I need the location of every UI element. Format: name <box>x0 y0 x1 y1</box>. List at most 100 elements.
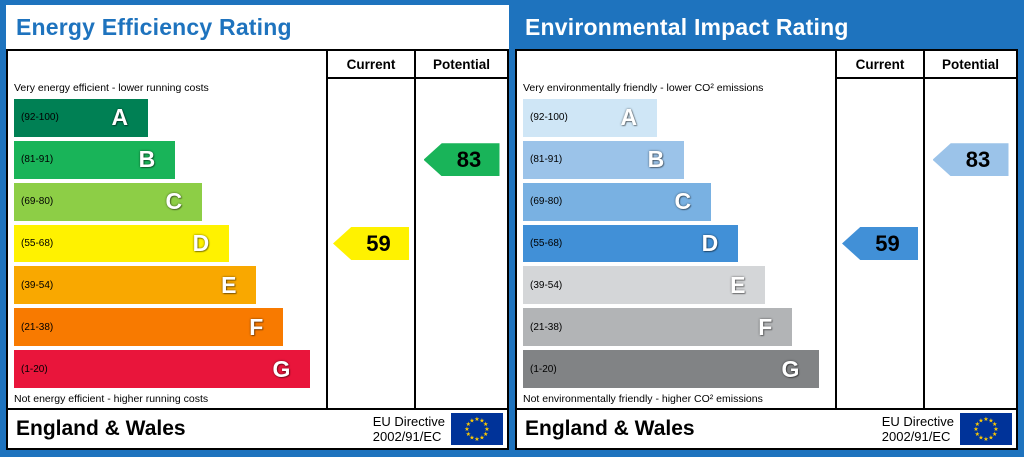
svg-text:★: ★ <box>973 426 978 433</box>
band-letter: B <box>647 146 665 173</box>
environmental-band-c: (69-80) C <box>523 182 712 221</box>
potential-column-header: Potential <box>416 51 507 79</box>
svg-text:★: ★ <box>993 426 998 433</box>
current-column-header: Current <box>328 51 414 79</box>
svg-text:★: ★ <box>474 436 479 443</box>
band-range-label: (81-91) <box>21 154 54 166</box>
energy-band-b: (81-91) B <box>14 140 176 179</box>
svg-text:★: ★ <box>983 436 988 443</box>
eu-flag: ★ ★★★★★★★★★★★ <box>960 413 1012 445</box>
energy-band-f: (21-38) F <box>14 308 284 347</box>
energy-band-g: (1-20) G <box>14 350 311 389</box>
band-row: (39-54) E <box>14 264 326 306</box>
svg-text:★: ★ <box>474 416 479 423</box>
environmental-band-g: (1-20) G <box>523 350 820 389</box>
eu-directive-line2: 2002/91/EC <box>372 429 442 444</box>
eu-directive-label: EU Directive 2002/91/EC <box>373 414 451 445</box>
band-row: (1-20) G <box>14 348 326 390</box>
environmental-band-e: (39-54) E <box>523 266 766 305</box>
energy-band-c: (69-80) C <box>14 182 203 221</box>
band-row: (69-80) C <box>14 181 326 223</box>
current-column-header: Current <box>837 51 923 79</box>
environmental-current-value: 59 <box>875 230 900 256</box>
environmental-rating-chart: Very environmentally friendly - lower CO… <box>515 49 1018 410</box>
svg-text:★: ★ <box>983 416 988 423</box>
band-range-label: (92-100) <box>21 112 59 124</box>
environmental-current-arrow: 59 <box>842 227 918 260</box>
band-row: (69-80) C <box>523 181 835 223</box>
environmental-current-column: Current 59 <box>835 51 923 408</box>
eu-directive-line2: 2002/91/EC <box>881 429 951 444</box>
energy-band-column: Very energy efficient - lower running co… <box>8 51 326 408</box>
band-range-label: (1-20) <box>21 363 48 375</box>
environmental-band-d: (55-68) D <box>523 224 739 263</box>
band-row: (39-54) E <box>523 264 835 306</box>
svg-text:★: ★ <box>992 431 997 438</box>
energy-panel-title: Energy Efficiency Rating <box>16 13 292 40</box>
svg-text:★: ★ <box>484 426 489 433</box>
eu-directive-line1: EU Directive <box>881 413 954 429</box>
band-letter: C <box>165 188 183 215</box>
potential-column-header: Potential <box>925 51 1016 79</box>
svg-text:★: ★ <box>975 421 980 428</box>
band-range-label: (55-68) <box>21 238 54 249</box>
band-row: (55-68) D <box>523 223 835 265</box>
svg-text:★: ★ <box>988 417 993 424</box>
environmental-top-caption: Very environmentally friendly - lower CO… <box>523 82 764 94</box>
energy-current-value: 59 <box>366 230 391 256</box>
svg-text:★: ★ <box>466 431 471 438</box>
band-letter: A <box>620 104 638 131</box>
energy-potential-value: 83 <box>456 146 482 172</box>
band-row: (1-20) G <box>523 348 835 390</box>
band-letter: D <box>701 230 719 256</box>
svg-text:★: ★ <box>483 421 488 428</box>
band-row: (92-100) A <box>14 97 326 139</box>
environmental-potential-arrow: 83 <box>932 143 1009 177</box>
energy-bottom-caption: Not energy efficient - higher running co… <box>14 393 209 406</box>
band-row: (55-68) D <box>14 223 326 265</box>
band-letter: D <box>192 230 210 256</box>
svg-text:★: ★ <box>466 421 471 428</box>
svg-text:★: ★ <box>479 435 484 442</box>
environmental-band-b: (81-91) B <box>523 140 685 179</box>
band-range-label: (21-38) <box>530 321 563 333</box>
band-range-label: (1-20) <box>530 363 557 375</box>
eu-flag: ★ ★★★★★★★★★★★ <box>451 413 503 445</box>
band-letter: C <box>674 188 692 215</box>
band-range-label: (55-68) <box>530 238 563 249</box>
band-range-label: (39-54) <box>21 279 54 291</box>
band-range-label: (81-91) <box>530 154 563 166</box>
energy-top-caption: Very energy efficient - lower running co… <box>14 82 209 94</box>
environmental-potential-value: 83 <box>965 146 991 172</box>
band-range-label: (21-38) <box>21 321 54 333</box>
region-label: England & Wales <box>16 417 186 440</box>
band-range-label: (69-80) <box>21 196 54 208</box>
environmental-panel-title: Environmental Impact Rating <box>525 13 849 40</box>
environmental-footer: England & Wales EU Directive 2002/91/EC … <box>515 410 1018 450</box>
eu-directive-label: EU Directive 2002/91/EC <box>882 414 960 445</box>
svg-text:★: ★ <box>479 417 484 424</box>
band-range-label: (92-100) <box>530 112 568 124</box>
svg-text:★: ★ <box>978 435 983 442</box>
band-letter: A <box>111 104 129 131</box>
svg-text:★: ★ <box>469 435 474 442</box>
band-row: (21-38) F <box>14 306 326 348</box>
energy-rating-chart: Very energy efficient - lower running co… <box>6 49 509 410</box>
band-letter: F <box>758 313 773 340</box>
band-row: (81-91) B <box>523 139 835 181</box>
svg-text:★: ★ <box>464 426 469 433</box>
energy-current-column: Current 59 <box>326 51 414 408</box>
band-letter: E <box>221 271 237 298</box>
eu-directive-line1: EU Directive <box>372 413 445 429</box>
band-letter: E <box>730 271 746 298</box>
band-letter: B <box>138 146 156 173</box>
energy-footer: England & Wales EU Directive 2002/91/EC … <box>6 410 509 450</box>
svg-text:★: ★ <box>483 431 488 438</box>
region-label: England & Wales <box>525 417 695 440</box>
band-row: (81-91) B <box>14 139 326 181</box>
band-row: (21-38) F <box>523 306 835 348</box>
band-row: (92-100) A <box>523 97 835 139</box>
energy-current-arrow: 59 <box>333 227 409 260</box>
energy-potential-arrow: 83 <box>423 143 500 177</box>
